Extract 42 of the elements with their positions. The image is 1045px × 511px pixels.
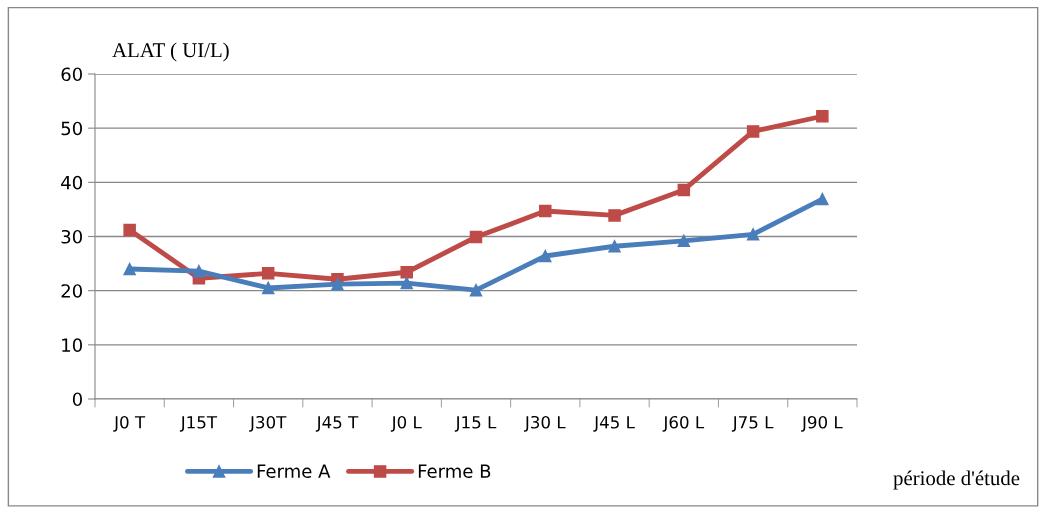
point [539,249,552,263]
point [677,234,691,248]
x-tick-label: J30T [249,415,287,432]
y-tick-label: 60 [61,67,82,82]
point [400,265,413,279]
x-tick-label: J75 L [731,416,774,432]
x-tick-label: J45 T [315,416,359,432]
point [539,204,552,218]
point [608,239,621,253]
x-tick-label: J15T [179,416,218,432]
x-tick-label: J90 L [801,415,843,432]
point [608,209,621,222]
y-tick-label: 30 [61,229,82,244]
point [123,262,136,276]
point [816,109,829,123]
point [400,276,413,290]
y-tick-label: 0 [72,392,82,407]
point [746,125,760,138]
y-tick-label: 10 [62,338,82,352]
point [123,223,136,237]
x-tick-label: J0 T [113,415,146,432]
legend-label: Ferme A [257,464,331,478]
y-axis-title: ALAT ( UI/L) [112,42,229,62]
point [816,192,829,206]
y-tick-label: 20 [61,284,82,298]
point [469,230,483,244]
x-tick-label: J0 L [390,415,422,432]
point [746,228,760,241]
point [261,281,275,295]
x-tick-label: J30 L [524,415,566,432]
x-axis-title: période d'étude [893,470,1020,490]
legend-label: Ferme B [418,464,491,478]
point [331,277,344,291]
y-tick-label: 50 [61,121,82,136]
y-tick-label: 40 [61,175,82,190]
point [192,264,206,278]
x-tick-label: J60 L [662,415,705,432]
point [469,283,483,297]
x-tick-label: J45 L [593,416,635,432]
x-tick-label: J15 L [454,416,497,432]
point [677,183,691,197]
point [261,267,275,280]
